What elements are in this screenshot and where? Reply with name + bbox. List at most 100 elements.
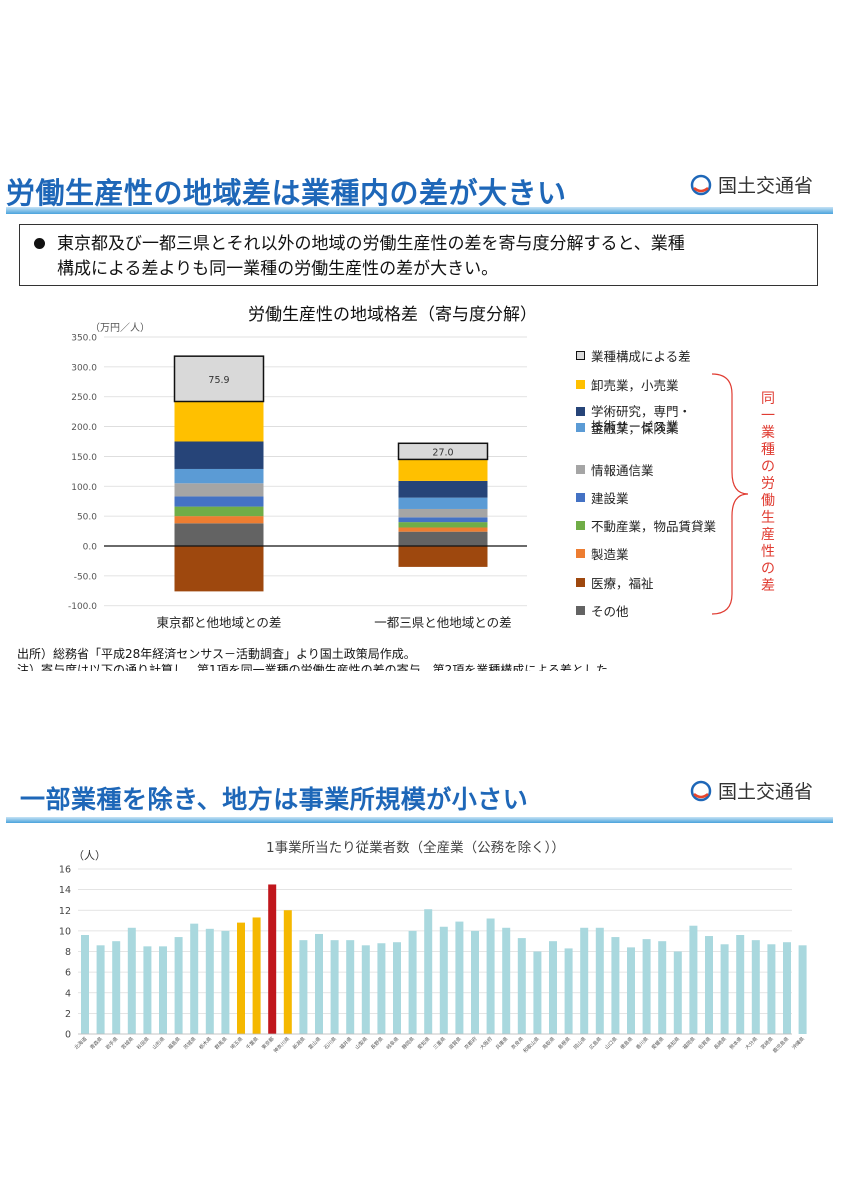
x-tick-label: 大阪府 bbox=[478, 1035, 494, 1051]
legend-label: その他 bbox=[591, 604, 629, 619]
summary-line-1: 東京都及び一都三県とそれ以外の地域の労働生産性の差を寄与度分解すると、業種 bbox=[34, 232, 805, 257]
data-label: 27.0 bbox=[432, 447, 453, 458]
x-tick-label: 大分県 bbox=[744, 1035, 760, 1051]
bar bbox=[127, 927, 136, 1034]
bar bbox=[564, 948, 573, 1034]
x-tick-label: 和歌山県 bbox=[522, 1035, 541, 1054]
x-tick-label: 岐阜県 bbox=[385, 1035, 401, 1051]
slide1-title: 労働生産性の地域差は業種内の差が大きい bbox=[6, 176, 567, 210]
bar bbox=[393, 942, 401, 1034]
contribution-chart: （万円／人）350.0 300.0 250.0 200.0 150.0 100.0 50.0… bbox=[68, 322, 527, 630]
x-tick-label: 福島県 bbox=[166, 1035, 182, 1051]
bar-segment bbox=[398, 497, 488, 509]
legend-item: 医療，福祉 bbox=[576, 573, 654, 592]
legend-swatch bbox=[576, 407, 585, 416]
bar bbox=[96, 945, 105, 1034]
bar-segment bbox=[398, 546, 488, 567]
bar bbox=[720, 944, 729, 1034]
bar-segment bbox=[174, 546, 264, 592]
bar-segment bbox=[397, 442, 489, 461]
bar bbox=[751, 940, 760, 1034]
bar-segment bbox=[398, 480, 488, 498]
legend-swatch bbox=[576, 351, 585, 360]
bar bbox=[159, 946, 167, 1034]
note-clip: 注）寄与度は以下の通り計算し、第1項を同一業種の労働生産性の差の寄与、第2項を業… bbox=[0, 661, 843, 671]
bar-segment bbox=[173, 355, 265, 403]
bar bbox=[283, 910, 292, 1034]
x-tick-label: 鳥取県 bbox=[541, 1035, 557, 1051]
legend-item: その他 bbox=[576, 601, 629, 620]
bar bbox=[455, 921, 464, 1034]
bar bbox=[252, 917, 261, 1034]
x-tick-label: 岡山県 bbox=[572, 1035, 588, 1051]
bar-segment bbox=[174, 506, 264, 517]
bar bbox=[408, 930, 417, 1034]
bar-segment bbox=[174, 468, 264, 484]
bar bbox=[315, 933, 323, 1034]
legend-item: 建設業 bbox=[576, 488, 629, 507]
bar bbox=[627, 947, 635, 1034]
y-tick-label: 100.0 bbox=[71, 483, 97, 493]
logo-text: 国土交通省 bbox=[718, 175, 814, 197]
legend-item: 情報通信業 bbox=[576, 460, 654, 479]
y-tick-label: 16 bbox=[59, 865, 71, 876]
y-tick-label: 2 bbox=[65, 1009, 71, 1020]
legend-swatch bbox=[576, 521, 585, 530]
x-tick-label: 香川県 bbox=[634, 1035, 650, 1051]
x-tick-label: 山口県 bbox=[603, 1035, 619, 1051]
legend-swatch bbox=[576, 578, 585, 587]
legend-label: 不動産業，物品賃貸業 bbox=[591, 519, 717, 534]
y-tick-label: 8 bbox=[65, 947, 71, 958]
x-tick-label: 愛媛県 bbox=[650, 1035, 666, 1051]
x-tick-label: 愛知県 bbox=[416, 1035, 432, 1051]
bar bbox=[112, 941, 121, 1034]
brace-bracket bbox=[711, 373, 748, 615]
bar bbox=[205, 928, 214, 1034]
x-tick-label: 石川県 bbox=[323, 1036, 338, 1051]
x-tick-label: 岩手県 bbox=[104, 1035, 120, 1051]
bar bbox=[705, 936, 713, 1034]
legend-item: 学術研究，専門・ 技術サービス業 bbox=[576, 404, 691, 434]
y-tick-label: -50.0 bbox=[74, 572, 98, 582]
chart1-title: 労働生産性の地域格差（寄与度分解） bbox=[248, 305, 537, 325]
x-tick-label: 鹿児島県 bbox=[771, 1035, 790, 1054]
bar bbox=[221, 930, 230, 1034]
logo-text: 国土交通省 bbox=[718, 781, 814, 803]
category-label: 東京都と他地域との差 bbox=[157, 615, 282, 630]
x-tick-label: 福井県 bbox=[338, 1035, 354, 1051]
legend-item: 不動産業，物品賃貸業 bbox=[576, 516, 716, 535]
x-tick-label: 群馬県 bbox=[213, 1035, 229, 1051]
bar bbox=[798, 945, 807, 1034]
bar bbox=[361, 945, 370, 1034]
legend-label: 業種構成による差 bbox=[591, 349, 691, 364]
legend-swatch bbox=[576, 549, 585, 558]
bar bbox=[689, 925, 698, 1034]
x-tick-label: 兵庫県 bbox=[494, 1035, 510, 1051]
chart1-unit-label: （万円／人） bbox=[90, 322, 150, 334]
legend-label: 学術研究，専門・ 技術サービス業 bbox=[591, 404, 692, 434]
bar bbox=[143, 946, 152, 1034]
y-tick-label: 250.0 bbox=[71, 393, 97, 403]
bar-segment bbox=[398, 527, 488, 532]
x-tick-label: 茨城県 bbox=[182, 1035, 198, 1051]
x-tick-label: 神奈川県 bbox=[272, 1035, 291, 1054]
bar bbox=[595, 927, 604, 1034]
x-tick-label: 熊本県 bbox=[728, 1035, 744, 1051]
legend-label: 情報通信業 bbox=[591, 463, 654, 478]
legend-swatch bbox=[576, 493, 585, 502]
bar bbox=[471, 930, 479, 1034]
bar-segment bbox=[398, 508, 488, 518]
bar bbox=[190, 923, 199, 1034]
bar-segment bbox=[398, 522, 488, 528]
mlit-emblem-icon bbox=[690, 780, 712, 801]
y-tick-label: 14 bbox=[59, 885, 71, 896]
bar-segment bbox=[174, 496, 264, 507]
legend-item: 金融業，保険業 bbox=[576, 418, 679, 437]
y-tick-label: 200.0 bbox=[71, 423, 97, 433]
summary-box: 東京都及び一都三県とそれ以外の地域の労働生産性の差を寄与度分解すると、業種 構成… bbox=[19, 224, 818, 286]
bar bbox=[346, 940, 355, 1034]
legend-item: 製造業 bbox=[576, 544, 629, 563]
bar bbox=[237, 922, 245, 1034]
x-tick-label: 長崎県 bbox=[712, 1035, 728, 1051]
